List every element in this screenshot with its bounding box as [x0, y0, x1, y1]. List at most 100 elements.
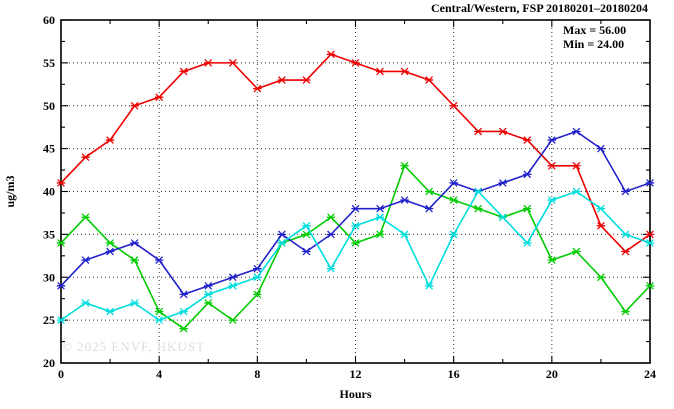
- marker-cyan: [277, 239, 287, 247]
- marker-red: [81, 153, 90, 162]
- x-axis-label: Hours: [339, 387, 371, 401]
- marker-cyan: [253, 273, 262, 282]
- marker-red: [400, 67, 409, 76]
- marker-green: [154, 307, 164, 316]
- y-tick-label: 35: [43, 227, 55, 241]
- marker-green: [474, 204, 483, 213]
- marker-red: [228, 59, 237, 67]
- marker-green: [56, 239, 66, 247]
- marker-blue: [228, 273, 237, 282]
- marker-red: [56, 179, 66, 187]
- legend-max-label: Max = 56.00: [563, 23, 627, 37]
- marker-blue: [400, 196, 409, 204]
- marker-cyan: [351, 221, 360, 230]
- marker-blue: [375, 204, 385, 213]
- marker-green: [204, 299, 213, 307]
- marker-blue: [204, 281, 213, 290]
- marker-blue: [645, 179, 655, 187]
- marker-blue: [547, 136, 557, 144]
- marker-blue: [253, 264, 262, 273]
- y-tick-label: 20: [43, 356, 55, 370]
- marker-green: [351, 239, 360, 247]
- y-tick-label: 25: [43, 313, 55, 327]
- marker-blue: [81, 256, 90, 264]
- marker-cyan: [498, 213, 507, 222]
- marker-red: [424, 76, 434, 84]
- marker-green: [424, 187, 434, 196]
- marker-cyan: [326, 264, 336, 273]
- marker-cyan: [204, 290, 213, 299]
- marker-red: [621, 247, 630, 256]
- marker-cyan: [474, 187, 483, 196]
- chart-title: Central/Western, FSP 20180201–20180204: [431, 1, 648, 15]
- marker-green: [253, 290, 262, 299]
- marker-green: [179, 324, 188, 333]
- marker-green: [130, 256, 139, 264]
- marker-red: [449, 101, 458, 110]
- marker-red: [277, 76, 287, 84]
- marker-green: [547, 256, 557, 264]
- y-tick-label: 40: [43, 185, 55, 199]
- marker-blue: [56, 281, 66, 290]
- marker-cyan: [424, 281, 434, 290]
- marker-blue: [449, 179, 458, 187]
- marker-red: [154, 93, 164, 102]
- marker-red: [474, 127, 483, 136]
- y-tick-label: 60: [43, 13, 55, 27]
- marker-red: [326, 50, 336, 59]
- marker-red: [498, 127, 507, 136]
- marker-blue: [424, 204, 434, 213]
- marker-blue: [351, 204, 360, 213]
- marker-cyan: [130, 299, 139, 307]
- marker-blue: [572, 127, 581, 136]
- marker-blue: [277, 230, 287, 239]
- marker-green: [621, 307, 630, 316]
- marker-red: [302, 76, 311, 84]
- marker-green: [596, 273, 606, 282]
- x-tick-label: 12: [350, 367, 362, 381]
- marker-red: [375, 67, 385, 76]
- marker-cyan: [547, 196, 557, 204]
- marker-red: [572, 161, 581, 170]
- marker-blue: [154, 256, 164, 264]
- marker-blue: [302, 247, 311, 256]
- watermark: © 2025 ENVF, HKUST: [62, 339, 206, 354]
- marker-green: [105, 239, 115, 247]
- marker-green: [572, 247, 581, 256]
- marker-blue: [621, 187, 630, 196]
- marker-cyan: [228, 281, 237, 290]
- marker-cyan: [596, 204, 606, 213]
- marker-cyan: [645, 239, 655, 247]
- marker-cyan: [81, 299, 90, 307]
- marker-cyan: [105, 307, 115, 316]
- marker-blue: [105, 247, 115, 256]
- minmax-legend: Max = 56.00 Min = 24.00: [563, 23, 626, 51]
- marker-cyan: [572, 187, 581, 196]
- marker-red: [179, 67, 188, 76]
- y-tick-label: 50: [43, 99, 55, 113]
- marker-blue: [596, 144, 606, 153]
- y-axis-label: ug/m3: [3, 175, 17, 207]
- x-tick-label: 20: [546, 367, 558, 381]
- marker-red: [351, 59, 360, 67]
- y-tick-label: 30: [43, 270, 55, 284]
- marker-cyan: [400, 230, 409, 239]
- marker-green: [326, 213, 336, 222]
- marker-blue: [523, 170, 532, 179]
- marker-cyan: [302, 221, 311, 230]
- y-tick-label: 45: [43, 142, 55, 156]
- marker-blue: [326, 230, 336, 239]
- marker-green: [645, 281, 655, 290]
- marker-cyan: [449, 230, 458, 239]
- marker-cyan: [56, 316, 66, 324]
- marker-red: [253, 84, 262, 93]
- marker-green: [400, 161, 409, 170]
- marker-green: [81, 213, 90, 222]
- marker-red: [523, 136, 532, 144]
- marker-red: [105, 136, 115, 144]
- marker-red: [596, 221, 606, 230]
- marker-green: [302, 230, 311, 239]
- legend-min-label: Min = 24.00: [563, 37, 625, 51]
